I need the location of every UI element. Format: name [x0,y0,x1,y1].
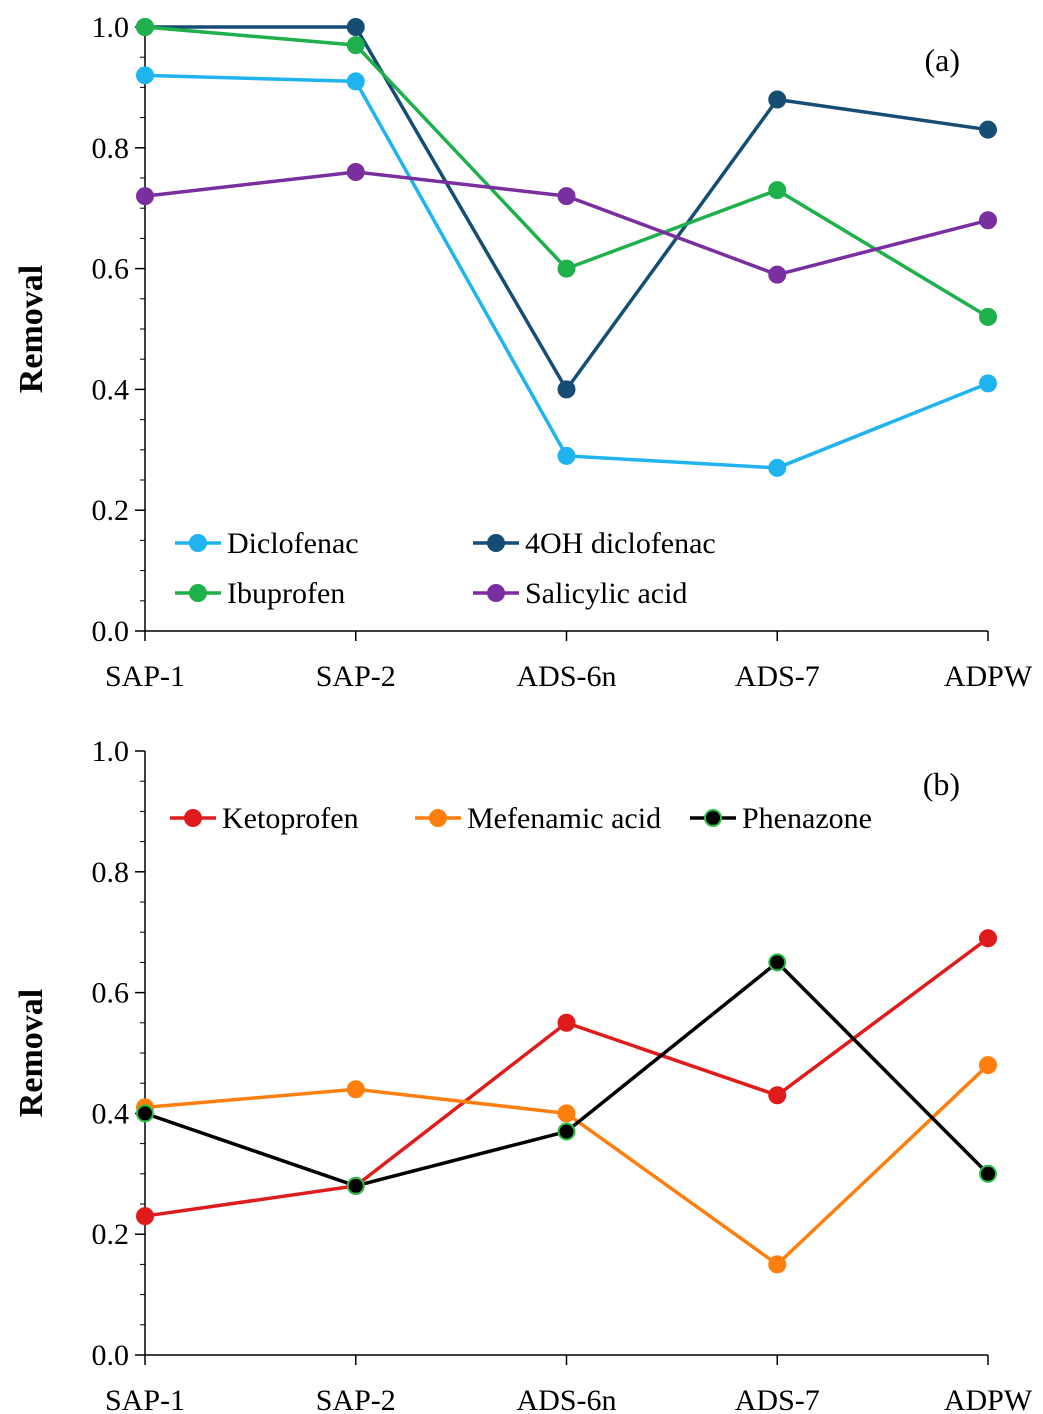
y-axis-title: Removal [13,989,50,1117]
legend-entry: Ibuprofen [175,577,345,610]
legend-swatch-marker [704,809,722,827]
y-tick-label: 0.0 [92,1339,130,1372]
data-point [768,953,787,972]
legend-entry: Ketoprofen [170,802,359,835]
data-point [136,1104,154,1123]
chart-panel-2: 0.0 0.2 0.4 0.6 0.8 1.0 SAP-1 SAP-2 ADS-6n ADS-7 A… [13,735,1033,1414]
x-tick-label: SAP-1 [105,1384,185,1414]
data-point [557,187,576,206]
data-point [346,72,365,91]
data-point [768,1086,787,1105]
data-point [346,18,365,36]
series-line [145,25,989,393]
x-tick-label: ADPW [944,660,1033,693]
y-tick-label: 0.4 [92,373,130,406]
panel-label: (a) [924,42,960,78]
legend-label: Salicylic acid [525,577,687,610]
data-point [557,259,576,278]
data-point [768,181,787,200]
y-tick-label: 0.2 [92,494,130,527]
data-point [346,162,365,181]
series-phenazone [136,953,997,1195]
data-point [768,90,787,109]
legend-entry: Salicylic acid [473,577,687,610]
y-tick-label: 0.8 [92,132,130,165]
data-point [979,120,997,139]
data-point [979,307,997,326]
x-tick-label: SAP-2 [316,1384,396,1414]
chart-panel-1: 0.0 0.2 0.4 0.6 0.8 1.0 SAP-1 SAP-2 ADS-6n ADS-7 A… [13,11,1033,693]
data-point [768,458,787,477]
data-point [136,187,154,206]
data-point [979,1056,997,1075]
y-tick-label: 0.0 [92,615,130,648]
legend-label: Ketoprofen [222,802,359,835]
series-line [144,960,990,1188]
legend-swatch-marker [184,809,202,827]
data-point [557,1013,576,1032]
x-tick-label: SAP-2 [316,660,396,693]
series-ibuprofen [136,18,997,326]
data-point [979,1164,997,1183]
y-tick-label: 0.2 [92,1218,130,1251]
x-tick-label: ADS-7 [735,1384,820,1414]
data-point [346,1080,365,1099]
data-point [768,1255,787,1274]
data-point [979,211,997,230]
data-point [768,265,787,284]
legend-entry: Mefenamic acid [415,802,661,835]
data-point [136,66,154,85]
y-tick-label: 1.0 [92,735,130,768]
data-point [136,18,154,36]
series-salicylic-acid [136,162,997,284]
series-4oh-diclofenac [136,18,997,399]
series-line [144,1063,990,1267]
data-point [346,36,365,55]
panel-label: (b) [923,766,960,802]
x-tick-label: ADS-6n [516,1384,616,1414]
legend-swatch-marker [429,809,447,827]
data-point [979,374,997,393]
x-tick-label: SAP-1 [105,660,185,693]
y-tick-label: 0.4 [92,1097,130,1130]
y-axis-title: Removal [13,265,50,393]
data-point [979,929,997,948]
data-point [557,380,576,399]
x-tick-label: ADS-6n [516,660,616,693]
series-diclofenac [136,66,997,477]
legend-swatch-marker [487,584,505,602]
data-point [557,1122,576,1141]
y-tick-label: 1.0 [92,11,130,44]
y-tick-label: 0.6 [92,253,130,286]
data-point [557,446,576,465]
legend-entry: Diclofenac [175,527,359,560]
legend-swatch-marker [189,534,207,552]
legend-label: 4OH diclofenac [525,527,716,560]
legend-label: Phenazone [742,802,872,835]
legend-swatch-marker [487,534,505,552]
series-line [144,936,990,1218]
y-tick-label: 0.8 [92,856,130,889]
legend-swatch-marker [189,584,207,602]
legend-entry: 4OH diclofenac [473,527,716,560]
y-tick-label: 0.6 [92,977,130,1010]
series-mefenamic-acid [136,1056,997,1274]
data-point [346,1176,365,1195]
data-point [136,1207,154,1226]
legend-label: Mefenamic acid [467,802,661,835]
data-point [557,1104,576,1123]
legend-label: Ibuprofen [227,577,345,610]
legend-label: Diclofenac [227,527,359,560]
legend-entry: Phenazone [690,802,872,835]
x-tick-label: ADPW [944,1384,1033,1414]
x-tick-label: ADS-7 [735,660,820,693]
